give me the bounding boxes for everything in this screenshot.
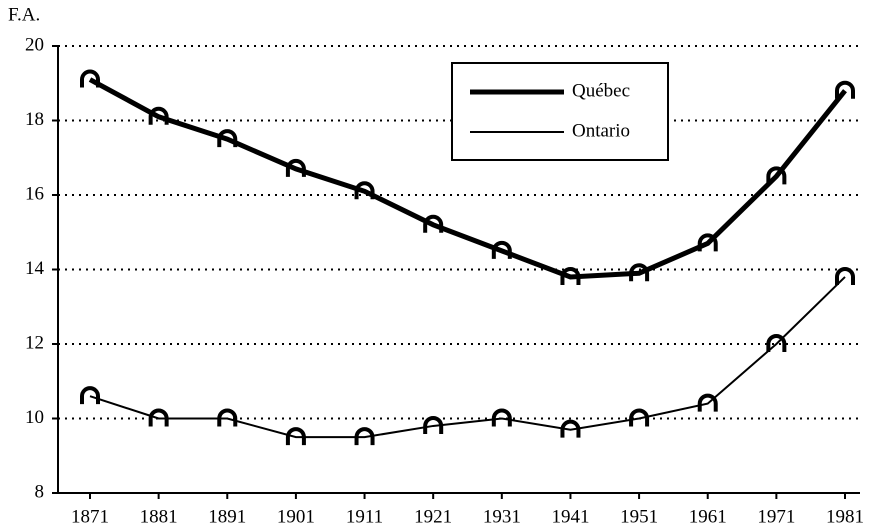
marker [491,408,512,427]
data-line [88,77,847,280]
y-tick-label: 8 [35,481,45,502]
marker [766,334,787,352]
marker [491,240,512,259]
marker [835,80,855,99]
y-tick-label: 10 [25,407,44,428]
marker [354,181,375,200]
legend-box [451,62,669,161]
x-tick-label: 1901 [277,506,315,527]
marker [80,386,100,405]
marker [285,159,306,177]
x-tick-label: 1931 [483,506,521,527]
marker [80,69,100,88]
x-tick-label: 1941 [551,506,589,527]
x-tick-label: 1881 [140,506,178,527]
marker [560,419,581,438]
y-tick-label: 12 [25,332,44,353]
x-tick-label: 1961 [689,506,727,527]
y-tick-label: 20 [25,34,44,55]
x-tick-label: 1981 [826,506,864,527]
marker [835,267,855,285]
marker [148,106,169,125]
x-tick-label: 1951 [620,506,658,527]
marker [697,393,718,412]
legend-label: Ontario [572,120,630,141]
y-axis-label: F.A. [8,4,40,25]
marker [217,408,238,427]
marker [697,233,718,252]
x-tick-label: 1891 [208,506,246,527]
x-tick-label: 1911 [346,506,383,527]
legend-label: Québec [572,80,630,101]
y-tick-label: 18 [25,109,44,130]
marker [560,267,581,285]
marker [629,263,650,282]
marker [423,214,444,233]
marker [354,427,375,446]
marker [423,416,444,434]
marker [217,129,238,148]
data-line [89,276,846,439]
x-tick-label: 1921 [414,506,452,527]
y-tick-label: 16 [25,183,44,204]
x-tick-label: 1871 [71,506,109,527]
y-tick-label: 14 [25,258,45,279]
marker [766,166,787,185]
marker [285,427,306,446]
x-tick-label: 1971 [757,506,795,527]
marker [629,408,650,427]
marker [148,408,169,427]
